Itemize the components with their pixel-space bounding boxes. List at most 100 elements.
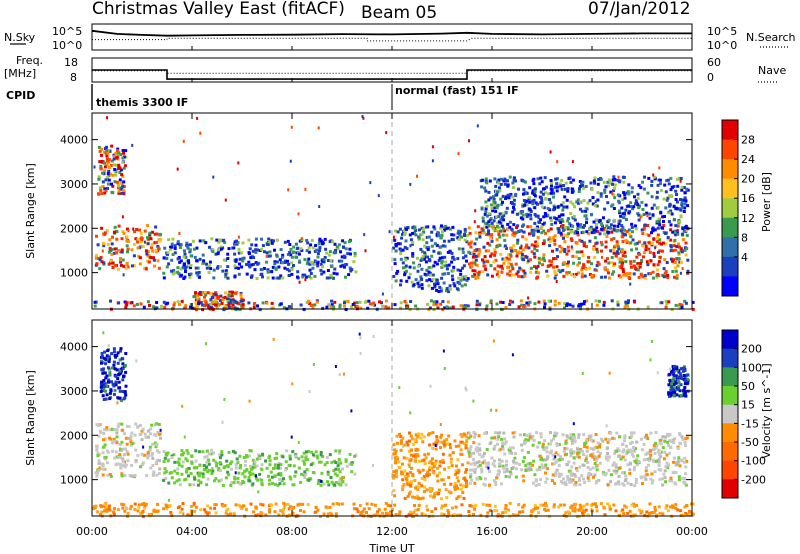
power-scatter-cell	[362, 116, 365, 120]
power-data-cell	[305, 262, 309, 266]
velocity-data-cell	[136, 509, 140, 513]
power-data-cell	[289, 247, 293, 251]
velocity-data-cell	[154, 445, 158, 449]
power-data-cell	[552, 257, 556, 261]
power-scatter-cell	[317, 126, 320, 130]
velocity-data-cell	[581, 513, 585, 517]
velocity-data-cell	[338, 449, 342, 453]
velocity-data-cell	[591, 452, 595, 456]
power-data-cell	[401, 248, 405, 252]
velocity-data-cell	[496, 437, 500, 441]
velocity-data-cell	[490, 456, 494, 460]
velocity-data-cell	[139, 465, 143, 469]
velocity-data-cell	[120, 440, 124, 444]
velocity-data-cell	[99, 382, 103, 386]
power-data-cell	[563, 240, 567, 244]
power-data-cell	[637, 275, 641, 279]
power-data-cell	[547, 299, 551, 303]
velocity-data-cell	[194, 459, 198, 463]
power-data-cell	[440, 265, 444, 269]
power-data-cell	[658, 238, 662, 242]
power-data-cell	[224, 291, 227, 295]
velocity-data-cell	[428, 461, 432, 465]
power-data-cell	[325, 251, 329, 255]
power-data-cell	[275, 260, 279, 264]
velocity-data-cell	[493, 436, 496, 440]
power-data-cell	[576, 222, 580, 226]
power-scatter-cell	[425, 235, 428, 239]
power-data-cell	[254, 250, 258, 254]
power-data-cell	[490, 274, 494, 278]
velocity-data-cell	[511, 431, 515, 435]
velocity-scatter-cell	[119, 447, 121, 451]
power-data-cell	[539, 218, 542, 222]
velocity-data-cell	[451, 451, 455, 455]
power-data-cell	[629, 265, 633, 269]
power-scatter-cell	[409, 182, 412, 186]
velocity-data-cell	[401, 436, 405, 440]
velocity-data-cell	[446, 442, 450, 446]
velocity-data-cell	[443, 445, 447, 449]
power-data-cell	[597, 178, 601, 181]
velocity-data-cell	[545, 467, 549, 471]
power-data-cell	[561, 224, 565, 228]
power-data-cell	[496, 264, 500, 268]
power-data-cell	[273, 260, 277, 264]
power-data-cell	[621, 235, 625, 239]
velocity-data-cell	[352, 502, 356, 506]
power-data-cell	[599, 194, 603, 198]
power-data-cell	[680, 203, 684, 207]
power-data-cell	[565, 198, 569, 202]
velocity-data-cell	[401, 488, 405, 491]
power-data-cell	[528, 258, 532, 262]
power-data-cell	[107, 166, 111, 170]
power-data-cell	[669, 228, 673, 232]
power-scatter-cell	[570, 245, 573, 249]
power-data-cell	[627, 204, 630, 208]
power-data-cell	[146, 300, 150, 304]
power-scatter-cell	[265, 254, 268, 258]
velocity-data-cell	[232, 511, 236, 515]
power-data-cell	[411, 232, 414, 235]
velocity-data-cell	[448, 442, 452, 446]
power-data-cell	[103, 165, 107, 169]
velocity-data-cell	[637, 460, 641, 464]
velocity-data-cell	[370, 502, 374, 506]
power-data-cell	[664, 231, 668, 235]
velocity-data-cell	[408, 483, 412, 487]
power-scatter-cell	[298, 280, 301, 284]
power-data-cell	[593, 204, 597, 207]
power-data-cell	[433, 242, 437, 246]
velocity-data-cell	[511, 513, 515, 517]
velocity-scatter-cell	[290, 435, 293, 439]
power-data-cell	[300, 248, 304, 252]
power-data-cell	[595, 204, 599, 208]
power-data-cell	[533, 187, 537, 191]
power-data-cell	[594, 268, 598, 272]
velocity-data-cell	[284, 460, 288, 464]
power-data-cell	[521, 210, 525, 214]
velocity-data-cell	[477, 460, 481, 464]
power-data-cell	[196, 266, 200, 270]
velocity-data-cell	[663, 439, 667, 443]
power-data-cell	[110, 252, 114, 256]
power-data-cell	[122, 151, 126, 155]
velocity-data-cell	[120, 502, 124, 506]
power-data-cell	[533, 228, 537, 232]
power-data-cell	[549, 179, 553, 182]
velocity-data-cell	[241, 472, 245, 476]
power-data-cell	[490, 206, 494, 210]
power-data-cell	[600, 249, 603, 253]
power-data-cell	[540, 205, 544, 209]
velocity-data-cell	[409, 434, 413, 438]
velocity-data-cell	[337, 467, 340, 471]
velocity-scatter-cell	[320, 479, 323, 483]
power-data-cell	[221, 269, 225, 273]
power-data-cell	[194, 266, 198, 270]
power-data-cell	[105, 154, 109, 158]
power-data-cell	[125, 244, 129, 248]
velocity-data-cell	[521, 505, 525, 509]
velocity-data-cell	[491, 462, 495, 466]
power-data-cell	[616, 303, 620, 307]
velocity-data-cell	[287, 464, 291, 468]
